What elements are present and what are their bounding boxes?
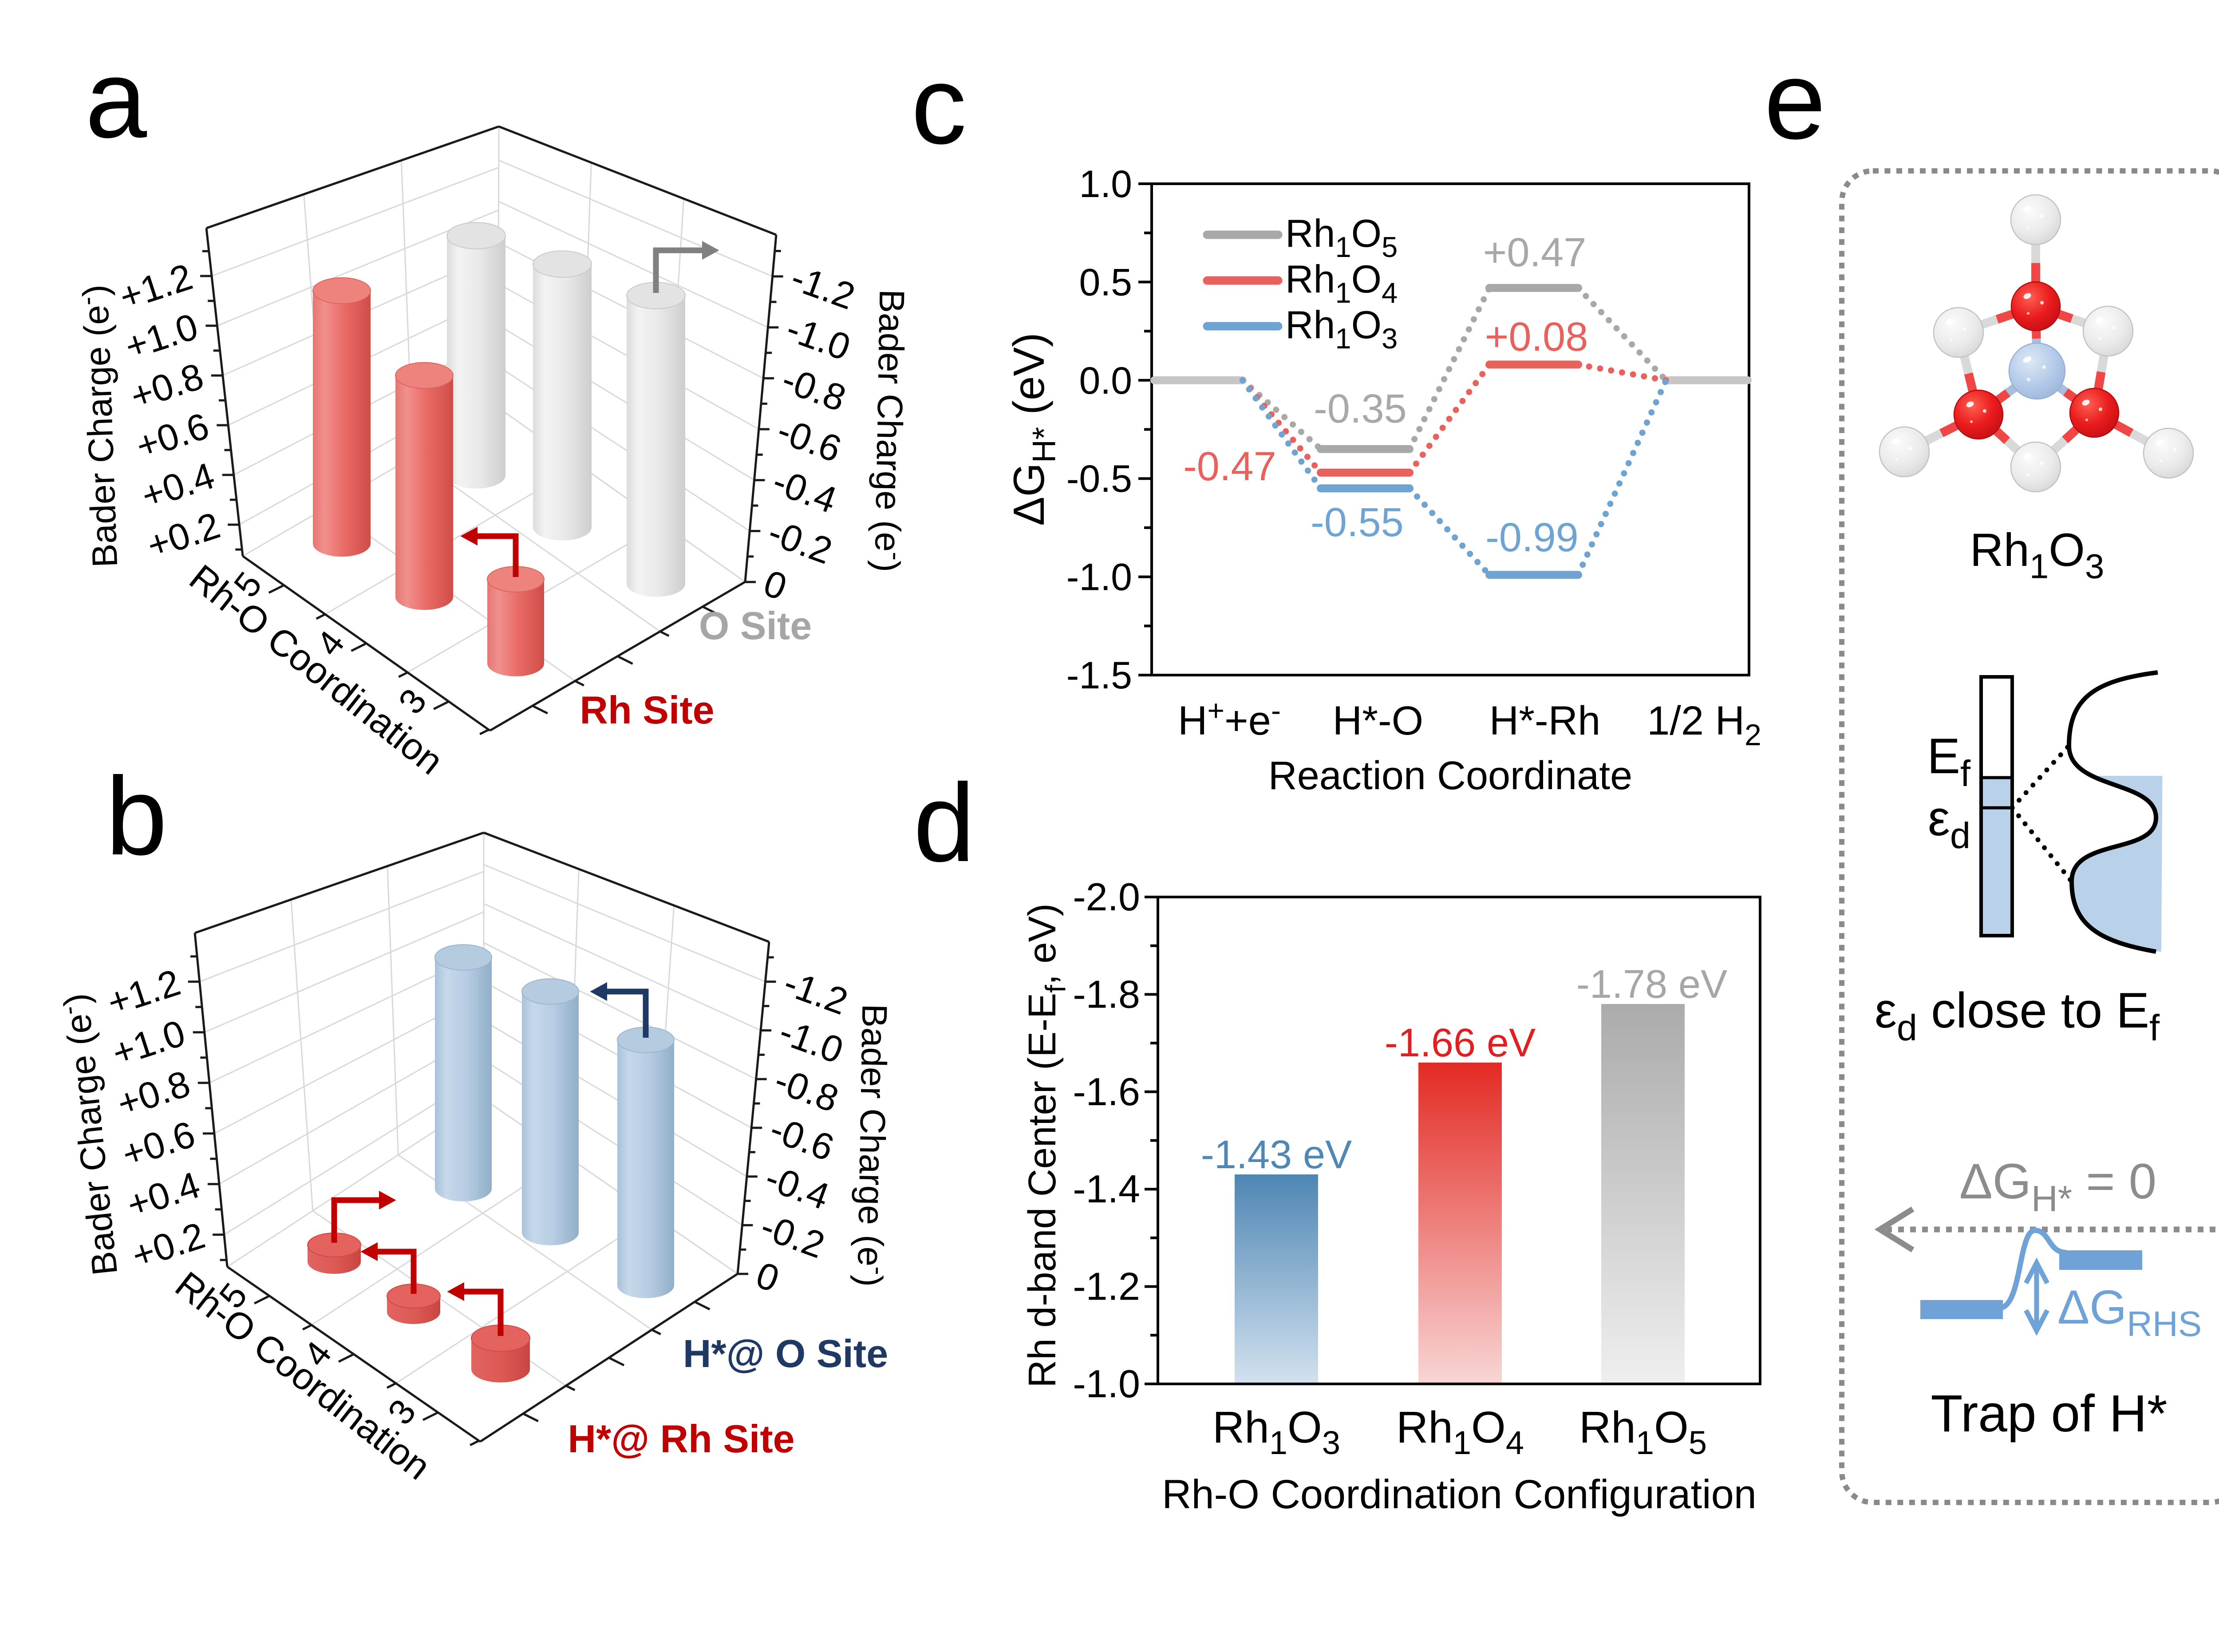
svg-text:Rh1O3: Rh1O3 xyxy=(1212,1403,1340,1461)
svg-text:εd: εd xyxy=(1928,790,1970,856)
svg-text:O Site: O Site xyxy=(699,604,812,648)
svg-text:-2.0: -2.0 xyxy=(1073,875,1140,919)
svg-text:H*-O: H*-O xyxy=(1333,698,1423,743)
svg-text:ΔGH* (eV): ΔGH* (eV) xyxy=(1004,332,1062,526)
svg-text:-0.55: -0.55 xyxy=(1311,500,1404,545)
svg-text:ΔGRHS: ΔGRHS xyxy=(2057,1280,2202,1344)
svg-text:-1.0: -1.0 xyxy=(1073,1362,1140,1406)
svg-text:-1.43 eV: -1.43 eV xyxy=(1201,1133,1352,1177)
svg-text:-1.5: -1.5 xyxy=(1066,654,1132,697)
svg-text:-0.99: -0.99 xyxy=(1485,515,1579,560)
svg-text:-0.35: -0.35 xyxy=(1314,386,1407,431)
svg-text:Ef: Ef xyxy=(1927,728,1971,794)
svg-text:Rh d-band Center (E-Ef, eV): Rh d-band Center (E-Ef, eV) xyxy=(1021,903,1072,1387)
svg-text:a: a xyxy=(85,37,147,161)
svg-text:Bader Charge (e-): Bader Charge (e-) xyxy=(850,1004,897,1287)
svg-text:-1.66 eV: -1.66 eV xyxy=(1385,1021,1536,1065)
svg-text:Rh1O5: Rh1O5 xyxy=(1285,211,1398,263)
svg-text:-0.5: -0.5 xyxy=(1066,458,1132,500)
svg-text:-1.2: -1.2 xyxy=(1073,1265,1140,1308)
svg-text:-1.0: -1.0 xyxy=(1066,556,1132,599)
svg-text:-1.4: -1.4 xyxy=(1073,1167,1140,1211)
svg-text:+0.08: +0.08 xyxy=(1485,314,1588,360)
svg-text:+0.47: +0.47 xyxy=(1483,230,1587,275)
svg-text:Rh Site: Rh Site xyxy=(580,688,714,732)
svg-text:-1.6: -1.6 xyxy=(1073,1070,1140,1114)
svg-text:-0.47: -0.47 xyxy=(1183,444,1276,489)
svg-text:1/2 H2: 1/2 H2 xyxy=(1647,698,1761,752)
svg-text:H++e-: H++e- xyxy=(1178,694,1281,743)
svg-text:H*@ Rh Site: H*@ Rh Site xyxy=(568,1417,794,1461)
svg-text:b: b xyxy=(106,754,167,878)
svg-text:-1.8: -1.8 xyxy=(1073,972,1140,1016)
svg-text:0.0: 0.0 xyxy=(1079,360,1132,402)
svg-text:H*-Rh: H*-Rh xyxy=(1489,698,1600,743)
svg-text:-1.78 eV: -1.78 eV xyxy=(1576,962,1727,1007)
svg-text:Bader Charge (e-): Bader Charge (e-) xyxy=(867,289,915,573)
svg-text:Bader Charge (e-): Bader Charge (e-) xyxy=(72,284,125,568)
svg-text:c: c xyxy=(911,43,967,167)
svg-text:1.0: 1.0 xyxy=(1079,163,1132,206)
svg-text:εd close to Ef: εd close to Ef xyxy=(1875,983,2160,1048)
svg-text:d: d xyxy=(913,761,975,885)
svg-text:H*@ O Site: H*@ O Site xyxy=(683,1332,888,1375)
svg-text:Rh1O3: Rh1O3 xyxy=(1285,303,1398,355)
svg-text:0.5: 0.5 xyxy=(1079,261,1132,304)
svg-text:Reaction Coordinate: Reaction Coordinate xyxy=(1268,754,1633,798)
svg-text:Rh1O3: Rh1O3 xyxy=(1970,524,2104,585)
svg-text:Rh1O4: Rh1O4 xyxy=(1285,257,1398,309)
svg-text:e: e xyxy=(1764,38,1826,162)
svg-text:ΔGH* = 0: ΔGH* = 0 xyxy=(1959,1154,2156,1219)
svg-text:Rh1O5: Rh1O5 xyxy=(1579,1403,1707,1461)
svg-text:Rh-O Coordination Configuratio: Rh-O Coordination Configuration xyxy=(1162,1472,1757,1517)
svg-text:Trap of H*: Trap of H* xyxy=(1931,1384,2167,1443)
svg-text:Rh1O4: Rh1O4 xyxy=(1396,1403,1524,1461)
